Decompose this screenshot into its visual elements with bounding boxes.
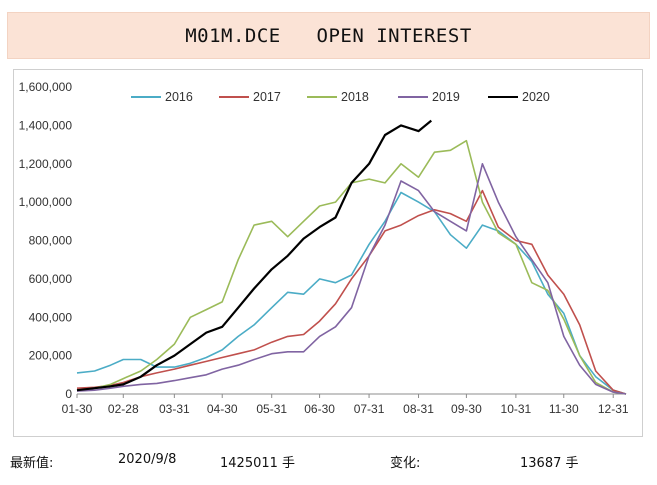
x-tick-label: 05-31 [256, 402, 287, 416]
chart-axes: 0 200,000 400,000 600,000 800,000 1,000,000 1,… [19, 80, 629, 416]
x-tick-label: 02-28 [108, 402, 139, 416]
y-tick-label: 1,200,000 [19, 157, 73, 171]
y-tick-label: 200,000 [29, 349, 73, 363]
x-tick-label: 12-31 [598, 402, 629, 416]
latest-value: 1425011 手 [220, 456, 296, 471]
latest-date: 2020/9/8 [118, 452, 177, 467]
y-tick-label: 600,000 [29, 272, 73, 286]
series-layer [76, 119, 627, 395]
series-line-2017 [76, 189, 627, 395]
x-tick-label: 04-30 [207, 402, 238, 416]
y-tick-label: 1,600,000 [19, 80, 73, 94]
y-tick-label: 800,000 [29, 234, 73, 248]
y-tick-label: 0 [65, 387, 72, 401]
series-line-2020 [76, 119, 432, 392]
x-tick-label: 06-30 [304, 402, 335, 416]
y-tick-label: 1,400,000 [19, 118, 73, 132]
footer-stats: 最新值: 2020/9/8 1425011 手 变化: 13687 手 [0, 452, 657, 476]
change-label: 变化: [390, 456, 421, 471]
legend-label-2019: 2019 [432, 90, 460, 104]
chart-legend: 2016 2017 2018 2019 2020 [131, 90, 550, 104]
line-chart: 0 200,000 400,000 600,000 800,000 1,000,000 1,… [19, 80, 629, 416]
change-value: 13687 手 [520, 456, 579, 471]
chart-frame: 0 200,000 400,000 600,000 800,000 1,000,000 1,… [13, 69, 643, 437]
legend-label-2018: 2018 [341, 90, 369, 104]
series-line-2016 [76, 191, 627, 395]
x-tick-label: 03-31 [159, 402, 190, 416]
title-band: M01M.DCE OPEN INTEREST [7, 12, 650, 59]
legend-label-2020: 2020 [522, 90, 550, 104]
legend-label-2016: 2016 [165, 90, 193, 104]
x-tick-label: 10-31 [501, 402, 532, 416]
x-tick-label: 01-30 [62, 402, 93, 416]
x-tick-label: 11-30 [549, 402, 579, 416]
latest-value-label: 最新值: [10, 456, 54, 471]
series-line-2019 [76, 163, 627, 395]
chart-title: M01M.DCE OPEN INTEREST [185, 24, 472, 47]
legend-label-2017: 2017 [253, 90, 281, 104]
y-tick-label: 1,000,000 [19, 195, 73, 209]
x-tick-label: 09-30 [451, 402, 482, 416]
y-tick-label: 400,000 [29, 310, 73, 324]
x-tick-label: 07-31 [354, 402, 385, 416]
x-tick-label: 08-31 [403, 402, 434, 416]
